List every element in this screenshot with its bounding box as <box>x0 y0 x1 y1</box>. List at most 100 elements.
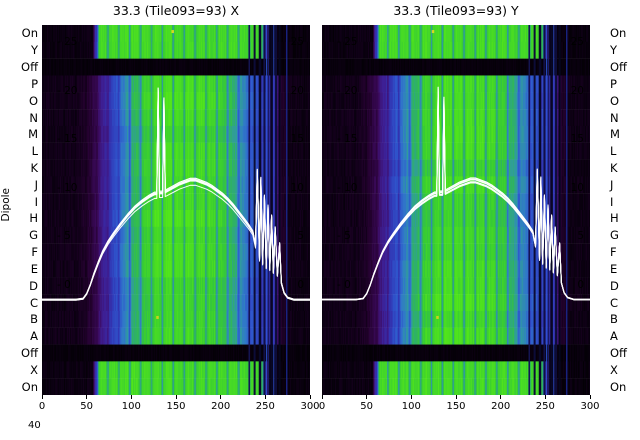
row-label-left-12-g: G <box>29 228 38 243</box>
row-label-left-8-k: K <box>30 160 38 175</box>
power-tick-right-Y-15: 15 <box>570 133 584 146</box>
row-label-left-0-on: On <box>21 26 38 41</box>
power-tick-right-Y-5: 5 <box>577 230 584 243</box>
power-tick-right-X-10: 10 <box>290 181 304 194</box>
x-tick-Y-200 <box>500 395 502 399</box>
row-label-left-5-n: N <box>29 110 38 125</box>
power-tick-left-X-5: - 5 <box>57 230 71 243</box>
power-tick-left-Y-10: - 10 <box>337 181 358 194</box>
x-tick-X-150 <box>175 395 177 399</box>
row-label-right-21-on: On <box>610 379 627 394</box>
x-tick-label-X-100: 100 <box>121 401 141 412</box>
power-tick-right-X-5: 5 <box>297 230 304 243</box>
row-label-right-4-o: O <box>610 93 620 108</box>
row-label-left-3-p: P <box>31 76 38 91</box>
x-tick-Y-300 <box>589 395 591 399</box>
x-tick-label-Y-250: 250 <box>535 401 555 412</box>
row-label-right-16-c: C <box>610 295 619 310</box>
row-label-left-13-f: F <box>31 245 38 260</box>
power-tick-right-Y-25: 25 <box>570 36 584 48</box>
row-label-right-0-on: On <box>610 26 627 41</box>
x-tick-label-X-150: 150 <box>166 401 186 412</box>
power-tick-right-Y-0: 0 <box>577 279 584 291</box>
power-tick-left-Y-25: - 25 <box>337 36 358 48</box>
row-label-right-2-off: Off <box>610 60 627 75</box>
row-label-right-7-l: L <box>610 144 617 159</box>
x-tick-label-X-300: 300 <box>300 401 320 412</box>
row-label-left-10-i: I <box>34 194 38 209</box>
power-tick-left-Y-0: - 0 <box>337 279 351 291</box>
row-label-right-12-g: G <box>610 228 619 243</box>
power-tick-left-X-0: - 0 <box>57 279 71 291</box>
x-tick-Y-50 <box>366 395 368 399</box>
x-tick-label-Y-200: 200 <box>491 401 511 412</box>
power-tick-left-Y-15: - 15 <box>337 133 358 146</box>
row-label-left-11-h: H <box>29 211 38 226</box>
power-tick-right-X-20: 20 <box>290 84 304 97</box>
x-tick-Y-0 <box>321 395 323 399</box>
power-tick-right-X-0: 0 <box>297 279 304 291</box>
row-label-right-19-off: Off <box>610 345 627 360</box>
x-tick-label-Y-150: 150 <box>446 401 466 412</box>
row-label-left-19-off: Off <box>21 345 38 360</box>
row-label-left-15-d: D <box>29 278 38 293</box>
row-label-left-17-b: B <box>30 312 38 327</box>
row-label-right-13-f: F <box>610 245 617 260</box>
row-label-left-21-on: On <box>21 379 38 394</box>
row-label-left-2-off: Off <box>21 60 38 75</box>
x-tick-X-100 <box>130 395 132 399</box>
plot-title-y: 33.3 (Tile093=93) Y <box>393 3 519 18</box>
row-label-right-14-e: E <box>610 261 618 276</box>
x-tick-label-X-0: 0 <box>38 401 46 412</box>
power-tick-left-X-10: - 10 <box>57 181 78 194</box>
x-tick-label-X-250: 250 <box>255 401 275 412</box>
power-tick-left-Y-5: - 5 <box>337 230 351 243</box>
x-tick-X-300 <box>309 395 311 399</box>
x-tick-label-Y-50: 50 <box>360 401 374 412</box>
row-label-left-14-e: E <box>30 261 38 276</box>
power-tick-right-Y-10: 10 <box>570 181 584 194</box>
x-tick-X-250 <box>264 395 266 399</box>
row-label-left-16-c: C <box>29 295 38 310</box>
row-label-right-11-h: H <box>610 211 619 226</box>
heatmap-panel-x <box>42 25 310 395</box>
row-label-right-3-p: P <box>610 76 617 91</box>
row-label-left-20-x: X <box>30 362 38 377</box>
row-label-right-9-j: J <box>610 177 614 192</box>
row-label-right-1-y: Y <box>610 43 618 58</box>
power-tick-left-Y-20: - 20 <box>337 84 358 97</box>
row-label-left-18-a: A <box>30 329 38 344</box>
row-label-right-20-x: X <box>610 362 618 377</box>
row-label-left-9-j: J <box>34 177 38 192</box>
row-label-left-6-m: M <box>28 127 38 142</box>
row-label-left-1-y: Y <box>30 43 38 58</box>
x-tick-Y-250 <box>544 395 546 399</box>
x-tick-X-0 <box>41 395 43 399</box>
row-label-right-18-a: A <box>610 329 618 344</box>
row-label-left-4-o: O <box>28 93 38 108</box>
x-tick-X-200 <box>220 395 222 399</box>
x-tick-Y-150 <box>455 395 457 399</box>
x-tick-X-50 <box>86 395 88 399</box>
x-tick-label-Y-0: 0 <box>318 401 326 412</box>
row-label-right-8-k: K <box>610 160 618 175</box>
x-tick-label-X-200: 200 <box>211 401 231 412</box>
x-tick-label-Y-300: 300 <box>580 401 600 412</box>
power-tick-left-X-20: - 20 <box>57 84 78 97</box>
x-tick-label-X-50: 50 <box>80 401 94 412</box>
row-label-right-17-b: B <box>610 312 618 327</box>
power-tick-right-X-25: 25 <box>290 36 304 48</box>
plot-title-x: 33.3 (Tile093=93) X <box>112 3 240 18</box>
row-label-right-10-i: I <box>610 194 614 209</box>
heatmap-panel-y <box>322 25 590 395</box>
axis-offset-label: 40 <box>28 420 41 431</box>
row-label-left-7-l: L <box>31 144 38 159</box>
x-tick-Y-100 <box>410 395 412 399</box>
power-tick-left-X-25: - 25 <box>57 36 78 48</box>
power-tick-left-X-15: - 15 <box>57 133 78 146</box>
power-tick-right-Y-20: 20 <box>570 84 584 97</box>
x-tick-label-Y-100: 100 <box>401 401 421 412</box>
row-label-right-15-d: D <box>610 278 619 293</box>
row-label-right-5-n: N <box>610 110 619 125</box>
